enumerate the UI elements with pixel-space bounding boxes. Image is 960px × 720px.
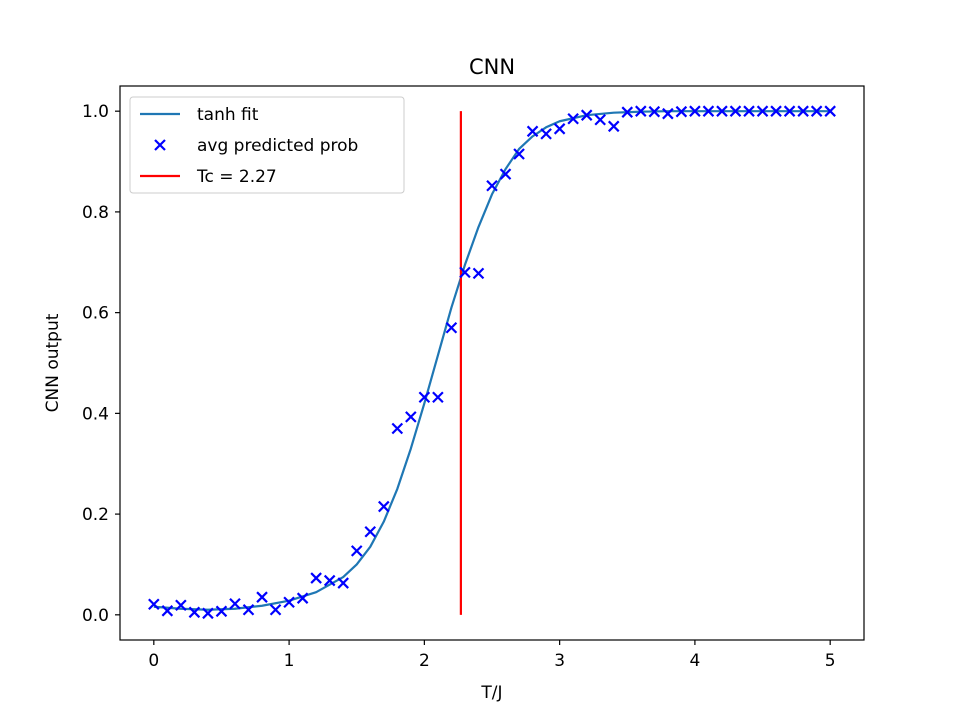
- data-point: [756, 105, 769, 117]
- legend-label: avg predicted prob: [197, 136, 358, 156]
- data-point: [296, 592, 309, 604]
- data-point: [337, 577, 349, 589]
- data-point: [513, 148, 525, 160]
- data-point: [215, 605, 228, 618]
- data-point: [675, 105, 688, 118]
- x-tick-label: 0: [148, 651, 159, 671]
- data-point: [783, 105, 796, 117]
- data-point: [445, 321, 458, 334]
- data-point: [310, 572, 322, 584]
- data-point: [350, 545, 363, 557]
- data-point: [662, 107, 674, 120]
- chart-title: CNN: [469, 55, 515, 79]
- data-point: [378, 500, 390, 513]
- data-point: [499, 168, 512, 180]
- data-point: [188, 606, 201, 619]
- data-point: [283, 596, 295, 609]
- data-point: [702, 105, 715, 117]
- data-point: [323, 574, 336, 587]
- data-point: [405, 411, 417, 423]
- legend-label: Tc = 2.27: [196, 167, 277, 187]
- x-axis: 0 1 2 3 4 5: [148, 640, 836, 671]
- data-point: [594, 113, 606, 126]
- x-tick-label: 1: [284, 651, 295, 671]
- legend: tanh fit avg predicted prob Tc = 2.27: [129, 96, 405, 194]
- y-tick-label: 0.8: [82, 203, 109, 223]
- legend-box: [129, 96, 405, 194]
- data-point: [526, 125, 539, 138]
- legend-label: tanh fit: [197, 105, 259, 125]
- y-tick-label: 0.0: [82, 606, 109, 626]
- x-axis-label: T/J: [480, 683, 502, 703]
- data-point: [797, 105, 809, 117]
- data-point: [553, 123, 566, 135]
- data-point: [161, 605, 174, 617]
- data-point: [580, 109, 593, 121]
- x-tick-label: 2: [419, 651, 430, 671]
- data-point: [269, 604, 282, 616]
- data-point: [256, 591, 268, 603]
- data-point: [432, 391, 444, 404]
- data-point: [648, 105, 661, 118]
- data-point: [635, 105, 647, 117]
- data-point: [621, 106, 634, 118]
- data-point: [148, 598, 160, 611]
- data-point: [364, 525, 377, 538]
- data-point: [567, 112, 579, 125]
- y-tick-label: 1.0: [82, 102, 109, 122]
- y-axis-label: CNN output: [43, 313, 63, 412]
- data-point: [689, 105, 701, 117]
- data-point: [418, 391, 431, 404]
- data-point: [459, 266, 471, 279]
- data-point: [202, 607, 214, 620]
- data-point: [770, 105, 782, 117]
- axes-frame: [119, 85, 865, 641]
- y-axis: 0.0 0.2 0.4 0.6 0.8 1.0: [82, 102, 120, 626]
- data-point: [175, 599, 187, 612]
- data-point: [743, 105, 755, 117]
- data-point: [242, 604, 255, 616]
- x-tick-label: 4: [689, 651, 700, 671]
- data-point: [229, 597, 241, 610]
- y-tick-label: 0.4: [82, 404, 109, 424]
- legend-marker-x: [154, 139, 166, 151]
- data-point: [810, 105, 823, 117]
- x-tick-label: 5: [825, 651, 836, 671]
- y-tick-label: 0.2: [82, 505, 109, 525]
- y-tick-label: 0.6: [82, 304, 109, 324]
- data-point: [391, 422, 404, 435]
- data-point: [824, 105, 836, 117]
- data-point: [486, 179, 498, 192]
- data-point: [540, 128, 552, 140]
- data-point: [607, 120, 620, 133]
- data-point: [716, 105, 728, 117]
- data-point: [472, 267, 485, 280]
- data-point: [729, 105, 742, 117]
- x-tick-label: 3: [554, 651, 565, 671]
- plot-area: [148, 105, 836, 620]
